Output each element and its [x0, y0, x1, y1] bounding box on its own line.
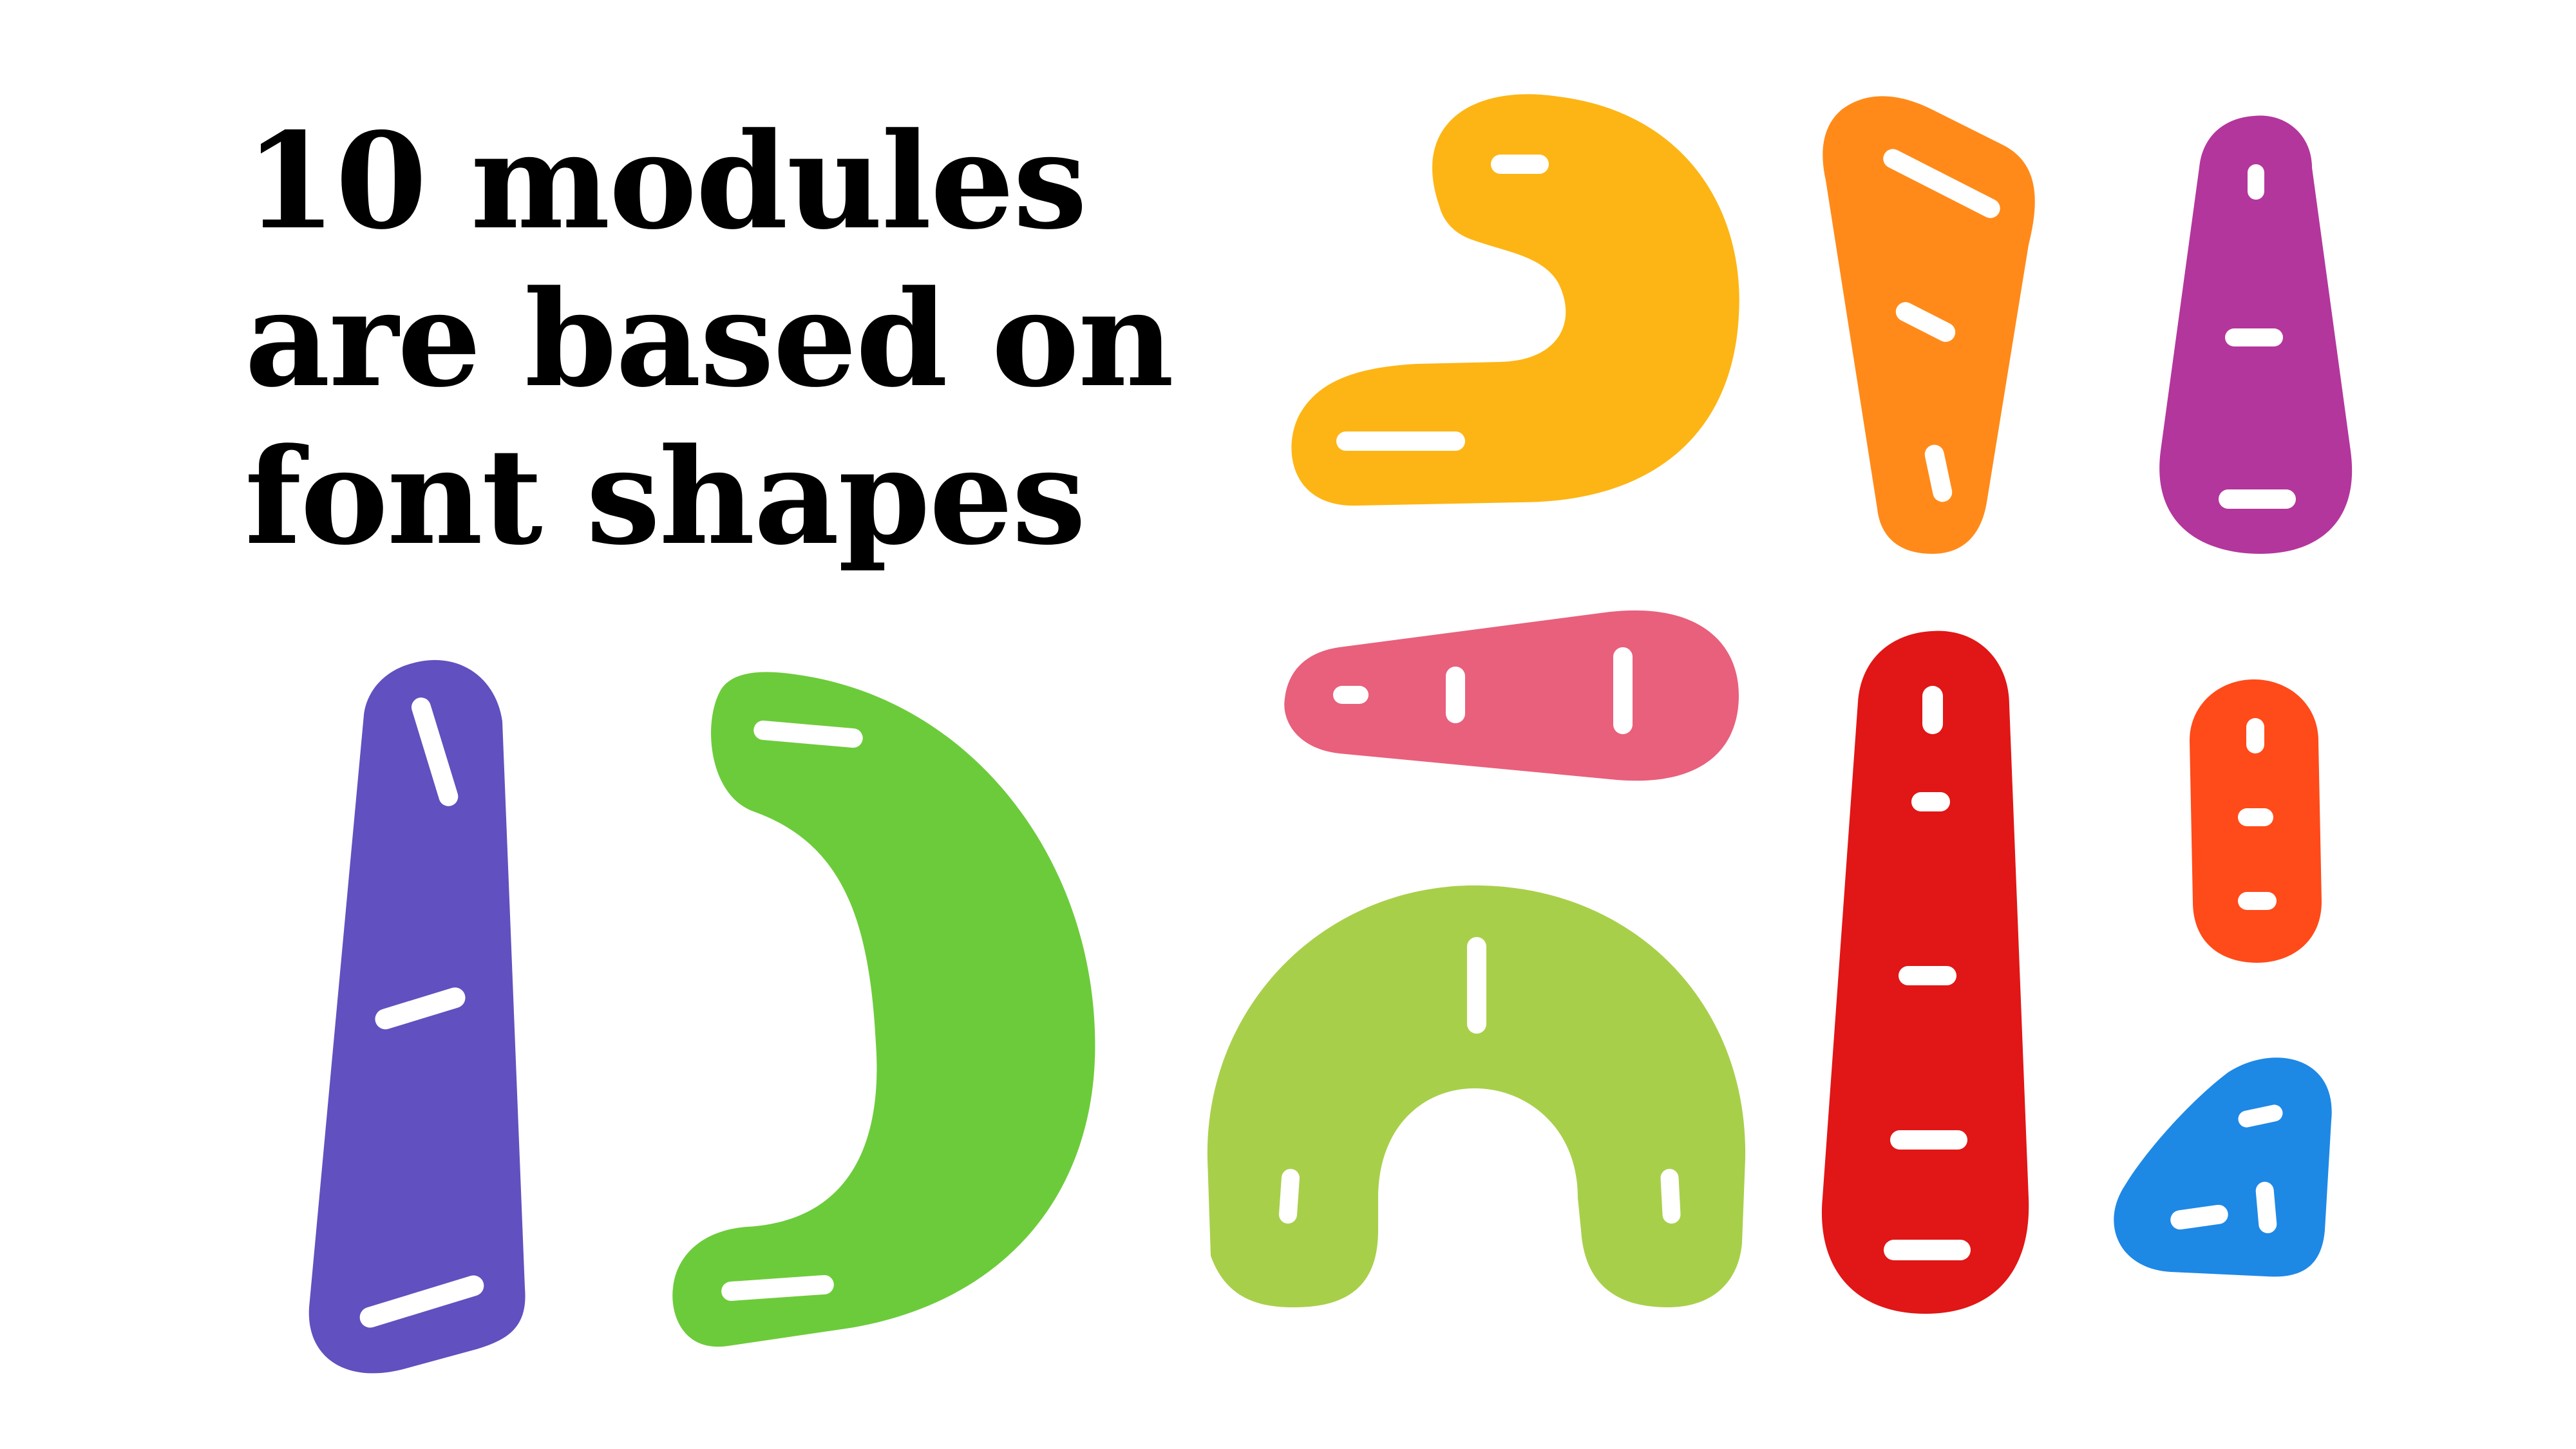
module-red-slot — [1922, 686, 1943, 734]
module-orange-slot — [1883, 149, 2000, 218]
module-orange-slot — [1924, 444, 1953, 502]
headline: 10 modules are based on font shapes — [245, 103, 1174, 576]
module-pink-slot — [1613, 647, 1633, 734]
module-light-green — [1207, 885, 1746, 1307]
module-green-slot — [753, 720, 863, 748]
module-purple — [308, 659, 526, 1374]
module-light-green-shape — [1207, 885, 1746, 1307]
module-orange-slot — [1895, 302, 1956, 342]
module-red — [1821, 630, 2029, 1314]
module-light-green-slot — [1467, 937, 1486, 1034]
module-light-green-slot — [1660, 1169, 1681, 1224]
module-green — [672, 672, 1095, 1347]
module-yellow-shape — [1291, 94, 1739, 506]
module-yellow — [1291, 94, 1739, 506]
module-red-slot — [1899, 966, 1956, 985]
module-red-orange-slot — [2238, 892, 2277, 910]
module-red-slot — [1884, 1240, 1971, 1260]
module-red-orange-slot — [2246, 718, 2264, 753]
module-blue-slot — [2255, 1182, 2277, 1233]
module-purple-slot — [359, 1275, 484, 1328]
module-blue-slot — [2170, 1204, 2228, 1230]
module-pink — [1284, 610, 1739, 781]
module-green-shape — [672, 672, 1095, 1347]
module-red-orange-slot — [2238, 808, 2273, 826]
module-blue-slot — [2238, 1104, 2283, 1128]
module-red-slot — [1890, 1130, 1967, 1150]
module-orange — [1823, 96, 2035, 554]
module-magenta-slot — [2248, 164, 2264, 200]
module-blue — [2114, 1057, 2332, 1277]
module-green-slot — [721, 1274, 834, 1302]
module-magenta — [2159, 115, 2353, 554]
headline-line-3: font shapes — [245, 420, 1086, 574]
module-blue-shape — [2114, 1057, 2332, 1277]
module-yellow-slot — [1336, 431, 1465, 451]
module-pink-slot — [1446, 667, 1465, 723]
module-red-slot — [1911, 792, 1950, 811]
module-pink-slot — [1333, 686, 1368, 704]
headline-line-2: are based on — [245, 262, 1174, 417]
headline-line-1: 10 modules — [245, 104, 1087, 259]
module-yellow-slot — [1491, 155, 1549, 174]
module-magenta-slot — [2219, 489, 2296, 509]
module-purple-slot — [411, 697, 459, 806]
module-light-green-slot — [1278, 1169, 1300, 1224]
module-red-orange — [2190, 679, 2322, 963]
module-purple-slot — [375, 987, 466, 1030]
module-magenta-slot — [2225, 328, 2283, 346]
